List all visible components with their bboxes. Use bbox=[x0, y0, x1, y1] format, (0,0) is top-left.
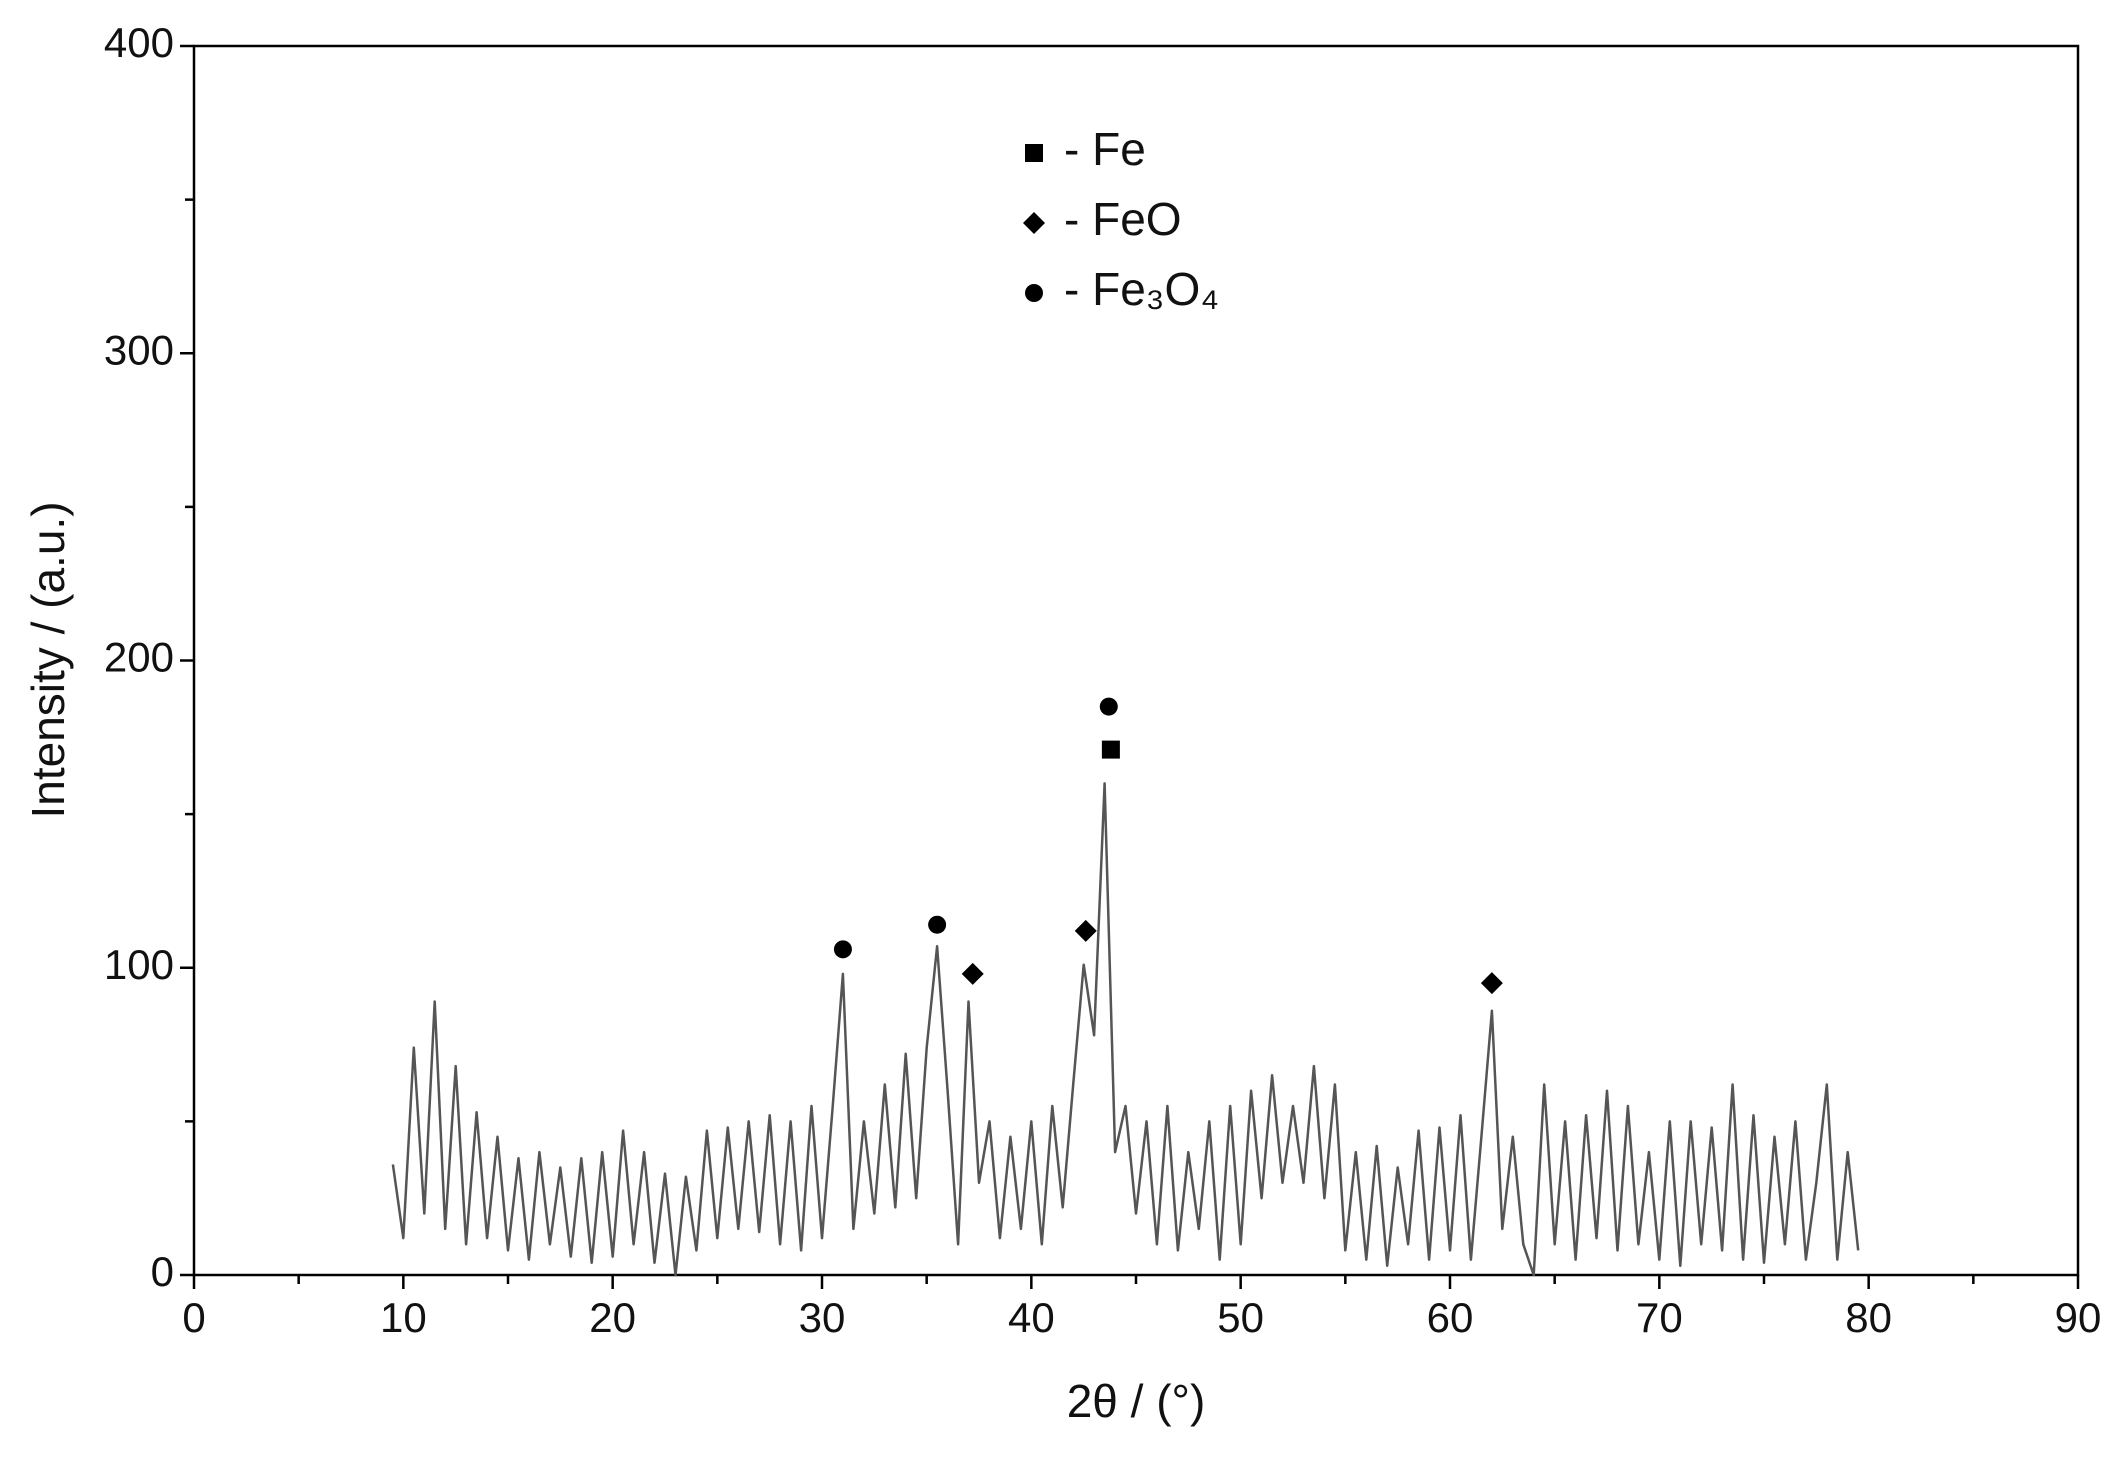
peak-marker bbox=[1074, 919, 1097, 942]
y-tick-label: 0 bbox=[151, 1248, 174, 1295]
legend-label: - Fe₃O₄ bbox=[1064, 263, 1219, 315]
x-tick-label: 80 bbox=[1845, 1294, 1892, 1341]
legend-label: - Fe bbox=[1064, 123, 1146, 175]
x-axis-title: 2θ / (°) bbox=[1067, 1375, 1206, 1427]
peak-marker bbox=[1099, 697, 1118, 716]
x-tick-label: 10 bbox=[380, 1294, 427, 1341]
y-tick-label: 400 bbox=[104, 19, 174, 66]
x-tick-label: 90 bbox=[2055, 1294, 2102, 1341]
x-tick-label: 30 bbox=[799, 1294, 846, 1341]
peak-marker bbox=[1480, 972, 1503, 995]
peak-marker bbox=[1101, 740, 1120, 759]
legend-marker bbox=[1023, 212, 1045, 234]
y-axis-title: Intensity / (a.u.) bbox=[22, 501, 74, 818]
y-tick-label: 200 bbox=[104, 634, 174, 681]
xrd-line bbox=[391, 782, 1860, 1277]
x-tick-label: 60 bbox=[1427, 1294, 1474, 1341]
legend-marker bbox=[1025, 144, 1043, 162]
peak-marker bbox=[961, 962, 984, 985]
x-tick-label: 40 bbox=[1008, 1294, 1055, 1341]
x-tick-label: 20 bbox=[589, 1294, 636, 1341]
legend-marker bbox=[1025, 284, 1043, 302]
y-tick-label: 300 bbox=[104, 326, 174, 373]
peak-marker bbox=[928, 915, 947, 934]
x-tick-label: 70 bbox=[1636, 1294, 1683, 1341]
x-tick-label: 50 bbox=[1217, 1294, 1264, 1341]
peak-marker bbox=[833, 940, 852, 959]
y-tick-label: 100 bbox=[104, 941, 174, 988]
x-tick-label: 0 bbox=[182, 1294, 205, 1341]
legend-label: - FeO bbox=[1064, 193, 1182, 245]
